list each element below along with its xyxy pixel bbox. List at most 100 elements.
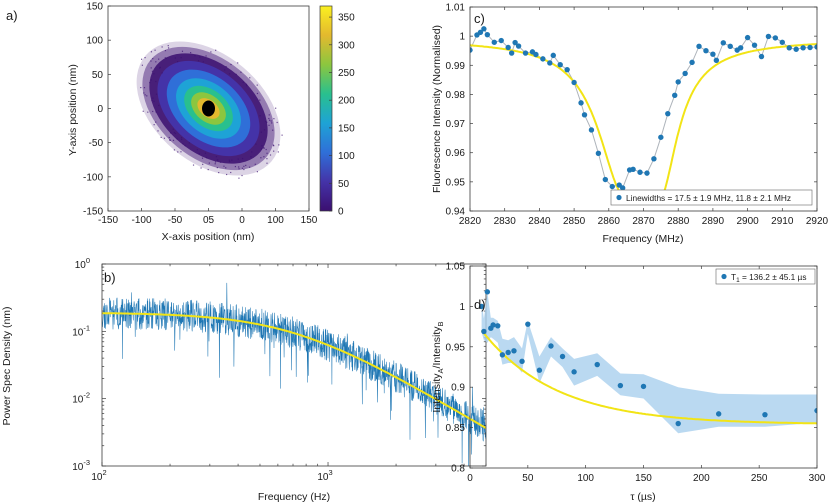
data-point	[477, 29, 484, 36]
fringe-speck	[196, 149, 198, 151]
panel-d-fit-line	[480, 329, 817, 425]
fringe-speck	[230, 63, 232, 66]
fringe-speck	[238, 166, 240, 168]
fringe-speck	[155, 121, 157, 123]
data-point	[547, 60, 553, 66]
fringe-speck	[265, 120, 267, 123]
fringe-speck	[256, 84, 258, 86]
fringe-speck	[173, 149, 176, 151]
x-tick-label: 200	[693, 473, 710, 484]
panel-d-xticks: 0 50 100 150 200 250 300	[467, 266, 826, 484]
fringe-speck	[143, 87, 146, 89]
data-point	[512, 39, 518, 46]
data-point	[658, 134, 664, 140]
y-tick-label: 0.95	[446, 177, 466, 188]
data-point	[619, 185, 626, 191]
fringe-speck	[204, 152, 207, 154]
fringe-speck	[152, 110, 154, 113]
panel-c-yticks: 1.01 1 0.99 0.98 0.97 0.96 0.95 0.94	[446, 3, 817, 218]
panel-c-legend-marker	[616, 194, 622, 201]
data-point	[617, 382, 624, 389]
data-point	[559, 353, 566, 360]
data-point	[665, 110, 671, 117]
x-tick-label: 2910	[771, 216, 794, 227]
y-tick-label: 1	[459, 302, 465, 313]
data-point	[581, 112, 588, 118]
x-tick-label: 300	[809, 473, 826, 484]
fringe-speck	[266, 158, 268, 160]
psd-data-trace	[102, 282, 486, 466]
fringe-speck	[140, 86, 142, 89]
x-tick-label: 150	[635, 473, 652, 484]
fringe-speck	[214, 161, 217, 163]
y-tick-label: 10-3	[72, 458, 90, 473]
fringe-speck	[198, 153, 200, 155]
data-point	[814, 44, 817, 50]
y-tick-exponent: -2	[83, 391, 90, 400]
x-tick-label: 150	[301, 215, 318, 226]
fringe-speck	[250, 156, 252, 158]
panel-d-legend-box	[715, 268, 816, 285]
heatmap-area	[136, 41, 283, 179]
fringe-speck	[180, 151, 182, 153]
fringe-speck	[263, 156, 265, 158]
data-point	[793, 46, 799, 52]
fringe-speck	[230, 171, 232, 174]
fringe-speck	[271, 122, 273, 124]
fringe-speck	[202, 61, 204, 63]
fringe-speck	[144, 57, 146, 59]
data-point	[505, 44, 511, 51]
fringe-speck	[160, 136, 162, 139]
fringe-speck	[150, 51, 153, 53]
fringe-speck	[202, 163, 204, 165]
panel-c-frame	[469, 6, 818, 212]
fringe-speck	[259, 99, 261, 101]
x-tick-label: 2820	[459, 216, 482, 227]
data-point	[765, 33, 772, 40]
fringe-speck	[163, 137, 166, 139]
fringe-speck	[205, 55, 207, 57]
fringe-speck	[228, 73, 231, 75]
data-point	[491, 39, 497, 45]
fringe-speck	[214, 163, 216, 165]
fringe-speck	[150, 79, 152, 81]
data-point	[630, 166, 636, 173]
y-tick-label: 0.98	[446, 90, 466, 101]
fringe-speck	[216, 159, 218, 161]
fringe-speck	[159, 66, 161, 68]
panel-a-yticks: 150 100 50 0 -50 -100 -150	[83, 2, 111, 218]
colorbar-tick-label: 250	[338, 68, 355, 79]
y-tick-exponent: -1	[83, 323, 90, 332]
fringe-speck	[241, 157, 244, 160]
fringe-speck	[245, 83, 248, 85]
x-tick-label: -100	[131, 215, 151, 226]
colorbar-tick-label: 200	[338, 96, 355, 107]
panel-c-fit-line	[470, 43, 817, 204]
fringe-speck	[180, 57, 182, 59]
panel-a-xticks: -150 -100 -50 05 0 100 150	[98, 208, 318, 226]
data-point	[571, 79, 577, 86]
fringe-speck	[155, 61, 157, 63]
fringe-speck	[192, 164, 195, 166]
fringe-speck	[169, 139, 171, 141]
panel-c-legend-box	[610, 189, 813, 206]
fringe-speck	[249, 77, 251, 79]
fringe-speck	[238, 177, 240, 179]
fringe-speck	[225, 167, 227, 169]
x-tick-label: 100	[267, 215, 284, 226]
data-point	[478, 303, 485, 310]
panel-a-label: a)	[6, 8, 18, 23]
colorbar-tick-label: 50	[338, 179, 350, 190]
panel-b-xlabel: Frequency (Hz)	[258, 491, 330, 503]
fringe-speck	[281, 134, 283, 136]
fringe-speck	[266, 121, 268, 123]
panel-d-legend-text: T1 = 136.2 ± 45.1 µs	[731, 272, 806, 284]
fringe-speck	[181, 50, 184, 52]
y-tick-label: -100	[83, 172, 103, 183]
x-tick-label: 2890	[702, 216, 725, 227]
y-tick-label: 0.8	[451, 464, 465, 475]
data-point	[715, 411, 722, 417]
fringe-speck	[255, 143, 257, 145]
